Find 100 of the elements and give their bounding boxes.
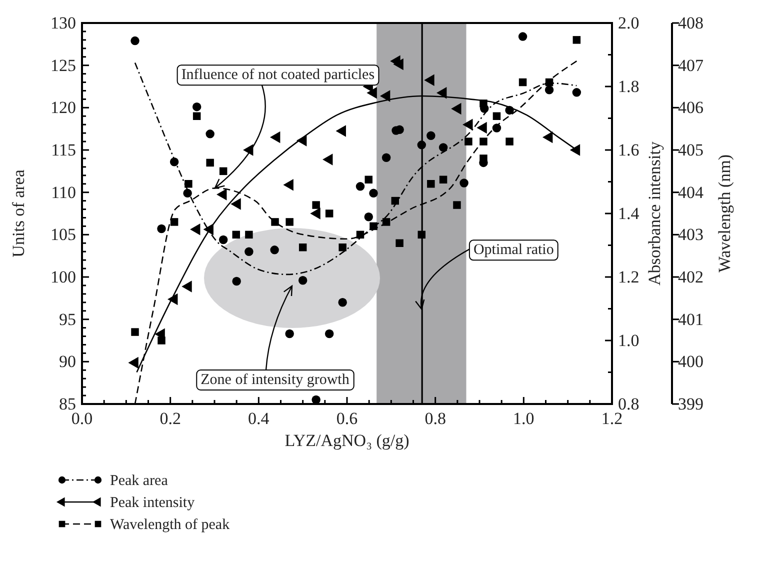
legend-label: Peak intensity	[110, 495, 196, 511]
point	[476, 122, 487, 134]
annotation: Optimal ratio	[473, 242, 554, 258]
point	[436, 86, 447, 99]
x-tick-label: 0.2	[160, 409, 181, 428]
point	[480, 138, 488, 146]
point	[245, 230, 253, 239]
y3-tick-label: 402	[678, 267, 704, 286]
y-tick-label: 95	[59, 310, 76, 329]
point	[270, 246, 279, 254]
point	[322, 154, 333, 166]
point	[232, 230, 240, 239]
y3-tick-label: 404	[678, 182, 704, 202]
y-tick-label: 100	[50, 267, 76, 286]
x-tick-label: 0.8	[424, 409, 446, 428]
point	[206, 130, 214, 138]
y-tick-label: 115	[51, 140, 76, 160]
point	[570, 144, 580, 156]
point	[325, 210, 334, 218]
point	[544, 86, 554, 94]
point	[382, 153, 391, 162]
point	[492, 112, 501, 120]
y2-tick-label: 1.0	[618, 330, 640, 350]
x-axis-title: LYZ/AgNO₃ (g/g)	[284, 431, 410, 450]
point	[158, 336, 166, 344]
point	[336, 125, 346, 137]
point	[464, 138, 472, 146]
point	[518, 78, 527, 86]
point	[380, 90, 390, 102]
point	[393, 58, 404, 70]
x-tick-label: 1.0	[513, 409, 534, 428]
point	[192, 102, 202, 112]
point	[271, 218, 279, 226]
x-tick-label: 0.6	[336, 409, 358, 428]
point	[170, 218, 178, 226]
point	[572, 36, 581, 44]
y-tick-label: 130	[50, 13, 76, 32]
point	[417, 140, 426, 150]
point	[439, 176, 448, 184]
point	[183, 188, 192, 198]
point	[312, 201, 320, 209]
point	[310, 208, 320, 220]
y3-axis-title: Wavelength (nm)	[715, 154, 734, 273]
y2-axis-title: Absorbance intensity	[645, 141, 664, 286]
point	[366, 86, 377, 99]
point	[157, 224, 166, 234]
point	[270, 131, 280, 144]
point	[192, 112, 201, 120]
y3-tick-label: 400	[678, 352, 704, 372]
y-tick-label: 90	[59, 352, 76, 372]
y-tick-label: 125	[50, 56, 76, 75]
point	[130, 36, 140, 46]
y3-tick-label: 405	[678, 140, 704, 160]
point	[396, 239, 404, 248]
point	[453, 201, 461, 209]
point	[460, 178, 468, 188]
point	[286, 218, 294, 226]
point	[364, 212, 374, 222]
y-tick-label: 110	[51, 182, 76, 202]
point	[182, 280, 192, 292]
y3-tick-label: 401	[678, 310, 704, 329]
point	[190, 223, 200, 236]
point	[427, 180, 435, 188]
point	[324, 329, 334, 338]
point	[572, 88, 582, 97]
y-tick-label: 105	[50, 225, 76, 244]
annotation: Influence of not coated particles	[181, 67, 375, 84]
point	[356, 182, 365, 191]
legend-label: Peak area	[110, 473, 168, 489]
y3-tick-label: 406	[678, 98, 704, 118]
point	[462, 118, 473, 130]
point	[364, 176, 373, 184]
point	[298, 276, 308, 285]
point	[218, 235, 228, 244]
point	[244, 247, 254, 256]
point	[131, 328, 139, 336]
point	[184, 180, 192, 188]
point	[542, 131, 553, 144]
y3-tick-label: 408	[678, 13, 704, 32]
annotation: Zone of intensity growth	[200, 372, 350, 388]
point	[206, 158, 214, 167]
y2-tick-label: 1.8	[618, 76, 640, 96]
y3-tick-label: 399	[678, 394, 704, 414]
y-axis-title: Units of area	[9, 169, 28, 258]
y3-tick-label: 403	[678, 225, 704, 244]
y2-tick-label: 1.6	[618, 140, 640, 160]
y2-tick-label: 2.0	[618, 13, 640, 32]
legend-label: Wavelength of peak	[110, 517, 230, 533]
point	[128, 356, 138, 369]
point	[338, 243, 346, 252]
point	[438, 143, 448, 152]
y3-tick-label: 407	[678, 56, 704, 75]
point	[418, 230, 426, 239]
y2-tick-label: 1.4	[618, 204, 640, 223]
point	[219, 167, 228, 176]
y-tick-label: 120	[50, 98, 76, 118]
point	[230, 198, 241, 210]
point	[338, 298, 347, 307]
x-tick-label: 0.4	[248, 409, 270, 428]
point	[506, 138, 514, 146]
